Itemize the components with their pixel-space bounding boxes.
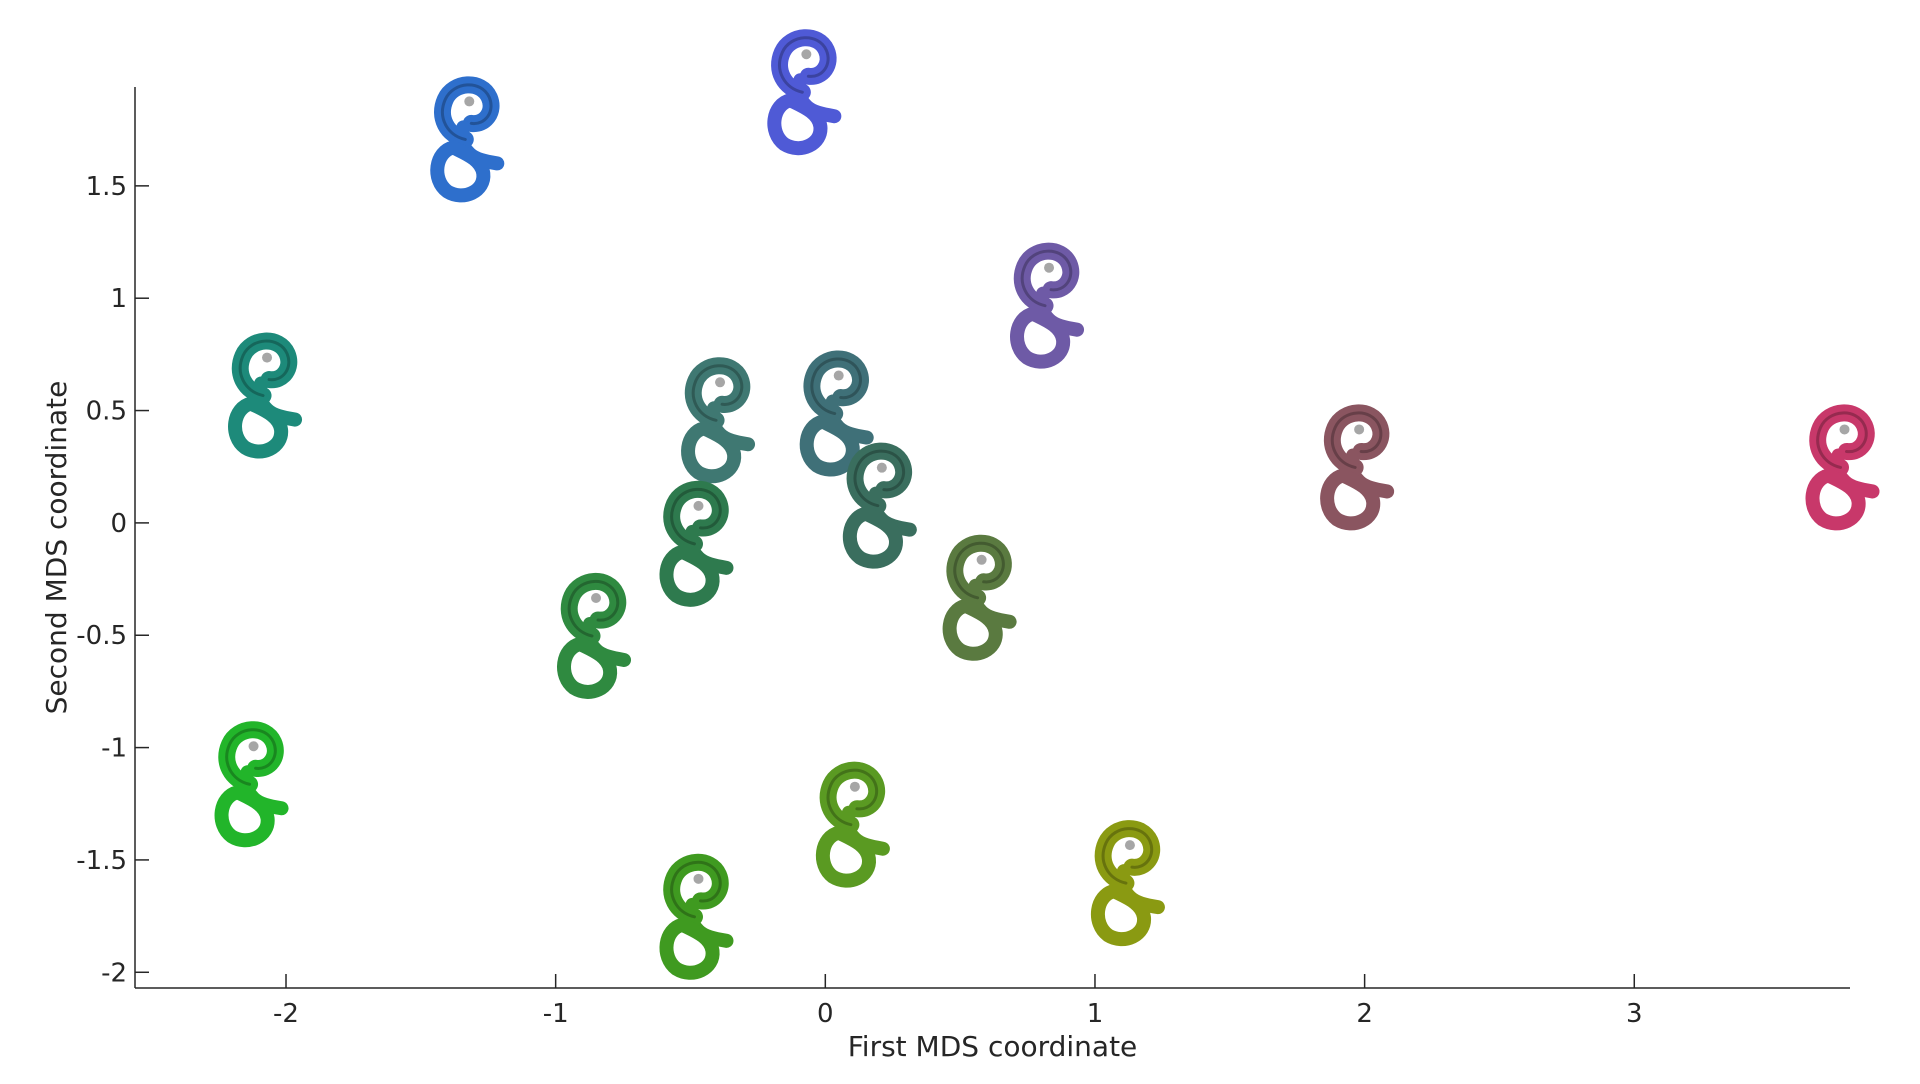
data-point-9 (659, 480, 734, 607)
y-axis-label: Second MDS coordinate (40, 381, 73, 715)
data-point-2 (1010, 242, 1085, 369)
data-point-3 (228, 332, 303, 459)
y-tick-label: -2 (101, 958, 127, 988)
data-point-14 (659, 853, 734, 980)
marks-layer (214, 29, 1880, 980)
y-tick-label: -0.5 (76, 621, 127, 651)
data-point-10 (557, 572, 632, 699)
data-point-7 (1320, 404, 1395, 531)
x-tick-label: 2 (1356, 999, 1373, 1029)
axes-layer: -2 -1 0 1 2 3 -2 -1.5 -1 -0.5 0 0.5 1 1.5 First MDS … (40, 87, 1850, 1063)
data-point-11 (942, 534, 1017, 661)
y-tick-label: 0 (110, 509, 127, 539)
data-point-6 (842, 442, 917, 569)
y-tick-label: 1 (110, 284, 127, 314)
data-point-4 (799, 350, 874, 477)
data-point-15 (1090, 820, 1165, 947)
data-point-8 (1805, 404, 1880, 531)
data-point-1 (767, 29, 842, 156)
x-tick-label: 1 (1087, 999, 1104, 1029)
y-tick-label: -1.5 (76, 846, 127, 876)
y-tick-label: -1 (101, 734, 127, 764)
data-point-12 (214, 721, 289, 848)
y-tick-label: 0.5 (86, 397, 127, 427)
x-tick-label: -2 (273, 999, 299, 1029)
data-point-0 (430, 76, 505, 203)
data-point-13 (815, 761, 890, 888)
y-tick-label: 1.5 (86, 172, 127, 202)
x-tick-label: -1 (543, 999, 569, 1029)
y-ticks: -2 -1.5 -1 -0.5 0 0.5 1 1.5 (76, 172, 149, 988)
x-tick-label: 0 (817, 999, 834, 1029)
data-point-5 (681, 357, 756, 484)
x-ticks: -2 -1 0 1 2 3 (273, 974, 1643, 1029)
x-tick-label: 3 (1626, 999, 1643, 1029)
x-axis-label: First MDS coordinate (848, 1030, 1138, 1063)
